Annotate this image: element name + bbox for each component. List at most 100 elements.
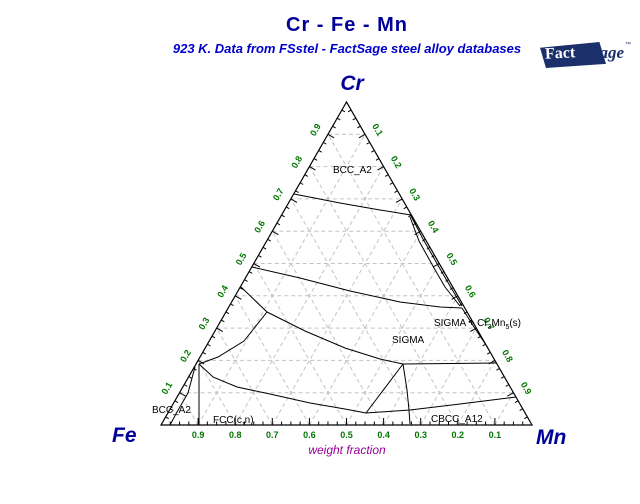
tick-right-minor: [352, 117, 357, 121]
tick-left-minor: [230, 303, 234, 307]
right-axis-tick-label: 0.8: [500, 348, 515, 364]
tick-left-minor: [202, 351, 207, 355]
tick-left-major: [234, 295, 242, 300]
phase-boundary-left-edge-to-j1: [240, 286, 268, 313]
logo-trademark: ™: [625, 42, 631, 48]
tick-right-minor: [412, 222, 417, 226]
tick-right-major: [358, 133, 366, 139]
tick-right-minor: [403, 206, 408, 210]
tick-right-minor: [371, 150, 375, 153]
phase-boundary-edge-sliver-inner: [409, 216, 461, 307]
tick-left-major: [197, 359, 205, 365]
bottom-axis-tick-label: 0.7: [266, 430, 279, 440]
gridline-constant-fe: [216, 327, 273, 426]
tick-left-minor: [323, 141, 327, 145]
right-axis-tick-label: 0.5: [444, 251, 459, 267]
tick-left-minor: [207, 343, 211, 347]
tick-left-major: [253, 263, 261, 268]
phase-boundary-fcc-upper-boundary: [198, 363, 367, 414]
tick-left-minor: [341, 109, 346, 113]
phase-label: SIGMA + Cr3Mn5(s): [434, 318, 521, 331]
tick-right-minor: [486, 351, 491, 355]
tick-left-minor: [332, 125, 336, 129]
tick-left-minor: [281, 214, 285, 218]
phase-label: BCC_A2: [152, 405, 191, 416]
gridline-constant-fe: [290, 198, 422, 426]
right-axis-tick-label: 0.1: [370, 122, 385, 138]
tick-right-major: [377, 166, 384, 171]
tick-right-minor: [514, 400, 519, 403]
tick-right-minor: [357, 125, 361, 129]
tick-right-minor: [375, 158, 380, 161]
tick-left-major: [327, 133, 335, 139]
tick-left-minor: [188, 376, 193, 379]
phase-boundary-j3-to-j4: [365, 363, 404, 414]
tick-left-minor: [165, 416, 169, 420]
left-axis-tick-label: 0.7: [271, 186, 286, 202]
tick-left-minor: [336, 117, 341, 121]
tick-left-minor: [225, 311, 230, 315]
right-axis-tick-label: 0.2: [389, 154, 404, 170]
tick-left-minor: [183, 384, 188, 387]
tick-right-major: [395, 198, 403, 203]
gridline-constant-fe: [271, 230, 385, 426]
bottom-axis-tick-label: 0.8: [229, 430, 242, 440]
tick-right-minor: [347, 109, 352, 113]
tick-right-major: [432, 263, 440, 268]
tick-left-minor: [258, 254, 262, 258]
tick-right-minor: [389, 182, 394, 185]
bottom-axis-tick-label: 0.5: [340, 430, 353, 440]
bottom-axis-tick-label: 0.2: [452, 430, 465, 440]
tick-left-major: [272, 230, 279, 236]
tick-left-minor: [285, 206, 290, 210]
component-label-mn: Mn: [536, 426, 567, 449]
tick-right-minor: [505, 384, 510, 387]
tick-left-minor: [313, 158, 318, 161]
left-axis-tick-label: 0.5: [234, 251, 249, 267]
component-label-cr: Cr: [340, 72, 364, 95]
tick-left-major: [290, 198, 298, 203]
tick-left-major: [179, 392, 186, 397]
phase-boundary-sigma-cbcc-horizontal: [402, 362, 498, 365]
phase-boundary-sigma-lower-curve: [266, 311, 404, 365]
tick-left-minor: [221, 319, 225, 323]
tick-right-minor: [394, 190, 398, 193]
phase-boundary-edge-sliver-outer: [410, 215, 463, 307]
page-title: Cr - Fe - Mn: [286, 14, 408, 36]
left-axis-tick-label: 0.4: [215, 283, 230, 299]
left-axis-tick-label: 0.1: [159, 380, 174, 396]
bottom-axis-tick-label: 0.3: [414, 430, 427, 440]
tick-left-minor: [318, 150, 322, 153]
tick-left-minor: [239, 287, 244, 290]
tick-right-minor: [519, 408, 523, 412]
gridline-constant-mn: [420, 327, 477, 426]
phase-label: BCC_A2: [333, 165, 372, 176]
gridline-constant-mn: [346, 263, 440, 426]
tick-left-minor: [276, 222, 281, 226]
phase-label: SIGMA: [392, 335, 425, 346]
tick-right-minor: [496, 368, 500, 371]
tick-left-major: [309, 166, 316, 171]
phase-boundary-fcc-cbcc-vertical: [402, 363, 411, 425]
gridline-constant-fe: [327, 134, 496, 426]
bottom-axis-tick-label: 0.9: [192, 430, 205, 440]
gridline-constant-fe: [197, 360, 236, 426]
tick-left-minor: [193, 368, 197, 371]
axis-unit-label: weight fraction: [308, 443, 386, 457]
phase-boundary-bcc-sigma-upper: [293, 193, 412, 216]
gridline-constant-mn: [383, 295, 459, 426]
right-axis-tick-label: 0.9: [519, 380, 534, 396]
phase-label: FCC(c,n): [213, 415, 254, 426]
component-label-fe: Fe: [112, 424, 137, 447]
gridline-constant-fe: [234, 295, 310, 426]
phase-boundary-bcc-corner-line: [169, 366, 196, 426]
tick-left-minor: [295, 190, 299, 194]
tick-right-minor: [500, 376, 505, 379]
phase-boundary-sliver-to-right-edge: [461, 307, 489, 349]
logo-sage-text: Sage: [590, 43, 624, 62]
phase-boundary-j1-to-left-edge: [198, 311, 268, 365]
tick-left-minor: [244, 279, 248, 282]
gridline-constant-fe: [179, 392, 199, 426]
